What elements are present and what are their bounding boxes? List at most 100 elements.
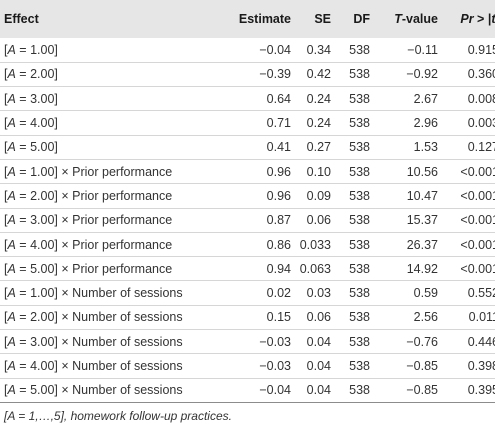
effect-variable-a: A [7, 213, 16, 228]
effect-level: = 1.00] [15, 286, 58, 301]
column-header-se: SE [314, 12, 331, 26]
cell-p-value: <0.001 [460, 237, 495, 252]
column-header-estimate: Estimate [238, 12, 291, 26]
effect-bracket-open: [ [4, 140, 8, 155]
cell-se: 0.27 [306, 140, 331, 155]
cell-se: 0.04 [306, 359, 331, 373]
cell-df: 538 [349, 286, 370, 301]
cell-effect: [A = 1.00] × Prior performance [0, 159, 204, 183]
effect-variable-a: A [7, 91, 16, 106]
table-row: [A = 4.00] 0.71 0.24 538 2.96 0.003 [0, 110, 495, 135]
cell-effect: [A = 2.00] × Number of sessions [0, 305, 204, 329]
cell-estimate: 0.71 [266, 116, 291, 131]
effect-interaction: × Prior performance [57, 188, 173, 203]
effect-bracket-open: [ [4, 310, 8, 325]
effect-variable-a: A [7, 359, 16, 373]
table-row: [A = 5.00] 0.41 0.27 538 1.53 0.127 [0, 135, 495, 159]
cell-df: 538 [349, 42, 370, 57]
table-row: [A = 3.00] × Number of sessions −0.03 0.04… [0, 329, 495, 354]
effect-level: = 2.00] [15, 67, 58, 82]
table-row: [A = 2.00] −0.39 0.42 538 −0.92 0.360 [0, 62, 495, 86]
effect-bracket-open: [ [4, 188, 8, 203]
effect-level: = 1.00] [15, 42, 58, 57]
cell-se: 0.063 [299, 261, 331, 276]
cell-se: 0.42 [306, 67, 331, 82]
cell-p-value: 0.003 [467, 116, 495, 131]
cell-df: 538 [349, 67, 370, 82]
cell-p-value: <0.001 [460, 261, 495, 276]
cell-p-value: 0.552 [467, 286, 495, 301]
cell-t-value: 1.53 [413, 140, 438, 155]
table-row: [A = 5.00] × Number of sessions −0.04 0.04… [0, 378, 495, 403]
cell-p-value: 0.127 [467, 140, 495, 155]
effect-interaction: × Number of sessions [57, 334, 183, 349]
table-row: [A = 1.00] −0.04 0.34 538 −0.11 0.915 [0, 38, 495, 62]
cell-p-value: 0.398 [467, 359, 495, 373]
header-row: Effect Estimate SE DF T-value Pr > |t| [0, 0, 495, 38]
cell-effect: [A = 2.00] × Prior performance [0, 184, 204, 208]
cell-estimate: 0.02 [266, 286, 291, 301]
cell-t-value: −0.92 [406, 67, 438, 82]
cell-df: 538 [349, 261, 370, 276]
effect-interaction: × Number of sessions [57, 383, 183, 398]
cell-df: 538 [349, 359, 370, 373]
cell-se: 0.10 [306, 164, 331, 179]
effect-level: = 2.00] [15, 188, 58, 203]
effect-level: = 4.00] [15, 359, 58, 373]
cell-estimate: 0.41 [266, 140, 291, 155]
cell-t-value: 2.96 [413, 116, 438, 131]
effect-level: = 2.00] [15, 310, 58, 325]
table-row: [A = 5.00] × Prior performance 0.94 0.063 5… [0, 256, 495, 281]
cell-se: 0.09 [306, 188, 331, 203]
cell-p-value: 0.395 [467, 383, 495, 398]
table-header: Effect Estimate SE DF T-value Pr > |t| [0, 0, 495, 38]
cell-df: 538 [349, 310, 370, 325]
column-header-t-value: T-value [370, 0, 438, 38]
t-value-symbol: T [394, 12, 402, 26]
table-row: [A = 1.00] × Prior performance 0.96 0.10 53… [0, 159, 495, 183]
cell-effect: [A = 1.00] × Number of sessions [0, 281, 204, 305]
cell-t-value: 26.37 [406, 237, 438, 252]
table-row: [A = 2.00] × Prior performance 0.96 0.09 53… [0, 183, 495, 208]
p-value-symbol: Pr [460, 12, 474, 26]
cell-se: 0.06 [306, 310, 331, 325]
effect-variable-a: A [7, 237, 16, 252]
cell-df: 538 [349, 91, 370, 106]
cell-effect: [A = 4.00] × Number of sessions [0, 354, 204, 378]
effect-interaction: × Prior performance [57, 213, 173, 228]
cell-effect: [A = 5.00] × Number of sessions [0, 378, 204, 402]
cell-df: 538 [349, 383, 370, 398]
effect-level: = 3.00] [15, 334, 58, 349]
cell-p-value: 0.360 [467, 67, 495, 82]
table-row: [A = 4.00] × Prior performance 0.86 0.033 5… [0, 232, 495, 256]
effect-level: = 5.00] [15, 261, 58, 276]
cell-estimate: 0.96 [266, 164, 291, 179]
effect-variable-a: A [7, 383, 16, 398]
cell-df: 538 [349, 116, 370, 131]
table-row: [A = 1.00] × Number of sessions 0.02 0.03 5… [0, 280, 495, 305]
cell-se: 0.033 [299, 237, 331, 252]
cell-t-value: −0.85 [406, 359, 438, 373]
effect-variable-a: A [7, 261, 16, 276]
effect-level: = 1.00] [15, 164, 58, 179]
cell-t-value: −0.11 [407, 42, 438, 57]
effect-interaction: × Number of sessions [57, 310, 183, 325]
cell-effect: [A = 4.00] [0, 111, 204, 135]
cell-df: 538 [349, 188, 370, 203]
cell-se: 0.04 [306, 334, 331, 349]
effect-bracket-open: [ [4, 334, 8, 349]
cell-estimate: −0.04 [259, 383, 291, 398]
cell-estimate: 0.15 [266, 310, 291, 325]
cell-p-value: <0.001 [460, 164, 495, 179]
cell-t-value: −0.76 [406, 334, 438, 349]
cell-estimate: 0.94 [266, 261, 291, 276]
effect-interaction: × Prior performance [57, 237, 173, 252]
effect-bracket-open: [ [4, 67, 8, 82]
cell-se: 0.03 [306, 286, 331, 301]
effect-bracket-open: [ [4, 237, 8, 252]
effect-interaction: × Prior performance [57, 261, 173, 276]
cell-estimate: 0.96 [266, 188, 291, 203]
cell-se: 0.04 [306, 383, 331, 398]
cell-se: 0.24 [306, 91, 331, 106]
